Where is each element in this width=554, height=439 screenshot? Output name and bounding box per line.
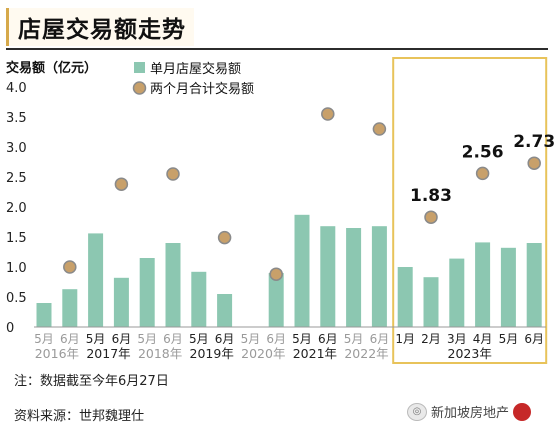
dot: [63, 260, 77, 274]
dot-data-label: 2.73: [513, 132, 554, 152]
dot: [424, 210, 438, 224]
x-group-label: 2019年: [190, 346, 234, 361]
bar: [62, 289, 78, 327]
x-tick-label: 5月: [86, 332, 106, 346]
y-tick-label: 1.5: [6, 231, 27, 246]
bar: [139, 258, 155, 327]
dot: [527, 156, 541, 170]
watermark-text: 新加坡房地产: [431, 406, 510, 421]
y-tick-label: 2.0: [6, 201, 27, 216]
chart: 交易额（亿元） 单月店屋交易额 两个月合计交易额 0 0.5 1.0 1.5 2.0 2.…: [6, 57, 554, 364]
bar: [397, 267, 413, 327]
y-tick-label: 0: [6, 321, 14, 336]
x-group-label: 2016年: [35, 346, 79, 361]
bar: [423, 277, 439, 327]
x-tick-label: 6月: [370, 332, 390, 346]
y-tick-label: 3.0: [6, 141, 27, 156]
legend: 单月店屋交易额 两个月合计交易额: [132, 61, 254, 97]
x-tick-label: 4月: [473, 332, 493, 346]
bar: [191, 271, 207, 327]
legend-dot-label: 两个月合计交易额: [150, 81, 254, 97]
bar: [371, 226, 387, 327]
y-axis-label: 交易额（亿元）: [6, 60, 97, 76]
dot: [321, 107, 335, 121]
legend-dot-swatch: [132, 81, 147, 95]
y-tick-label: 0.5: [6, 291, 27, 306]
title-block: 店屋交易额走势: [6, 8, 194, 46]
bar: [475, 242, 491, 327]
x-tick-label: 6月: [266, 332, 286, 346]
dot: [166, 167, 180, 181]
dot: [372, 122, 387, 136]
x-tick-label: 6月: [318, 332, 338, 346]
x-tick-label: 5月: [34, 332, 54, 346]
x-tick-label: 5月: [292, 332, 312, 346]
watermark: ◎ 新加坡房地产: [407, 402, 532, 421]
x-tick-label: 6月: [112, 332, 132, 346]
seal-icon: [513, 402, 532, 421]
wechat-icon: ◎: [407, 402, 427, 421]
legend-bar-swatch: [134, 62, 145, 73]
highlight-2023-box: [392, 57, 548, 364]
y-tick-label: 1.0: [6, 261, 27, 276]
dot: [269, 267, 283, 281]
bar: [500, 247, 516, 327]
bar: [88, 233, 104, 327]
bar: [346, 228, 362, 327]
y-tick-label: 3.5: [6, 111, 27, 126]
x-group-label: 2018年: [138, 346, 182, 361]
bar: [449, 258, 465, 327]
footnote: 注：数据截至今年6月27日: [14, 374, 169, 389]
dot: [217, 230, 232, 245]
y-tick-label: 4.0: [6, 81, 27, 96]
dot-series: 1.83 2.56 2.73: [63, 107, 554, 281]
x-tick-label: 5月: [499, 332, 519, 346]
x-tick-label: 6月: [215, 332, 235, 346]
bar-series: [36, 214, 542, 327]
x-group-label: 2023年: [448, 346, 492, 361]
title-divider: [6, 48, 548, 50]
x-group-label: 2021年: [293, 346, 337, 361]
y-axis-ticks: 0 0.5 1.0 1.5 2.0 2.5 3.0 3.5 4.0: [6, 81, 27, 336]
bar: [268, 273, 284, 327]
bar: [36, 303, 52, 327]
x-tick-label: 6月: [524, 332, 544, 346]
bar: [294, 214, 310, 327]
bar: [217, 294, 233, 327]
x-group-label: 2022年: [344, 346, 388, 361]
bar: [320, 226, 336, 327]
x-tick-label: 1月: [395, 332, 415, 346]
bar: [113, 277, 129, 327]
dot: [114, 177, 129, 191]
x-axis-year-groups: 2016年 2017年 2018年 2019年 2020年 2021年 2022年 2023年: [35, 346, 492, 361]
x-axis-ticks: 5月 6月 5月 6月 5月 6月 5月 6月 5月 6月 5月 6月 5月 6月 1月 2月 3月 4月 5月 6月: [34, 332, 544, 346]
x-tick-label: 2月: [421, 332, 441, 346]
x-tick-label: 5月: [344, 332, 364, 346]
source-note: 资料来源：世邦魏理仕: [14, 409, 145, 424]
x-tick-label: 3月: [447, 332, 467, 346]
y-tick-label: 2.5: [6, 171, 27, 186]
x-tick-label: 5月: [137, 332, 157, 346]
x-group-label: 2017年: [86, 346, 130, 361]
x-tick-label: 5月: [241, 332, 261, 346]
bar: [165, 243, 181, 327]
bar: [526, 243, 542, 327]
x-group-label: 2020年: [241, 346, 285, 361]
dot: [475, 166, 490, 181]
legend-bar-label: 单月店屋交易额: [150, 61, 241, 77]
x-tick-label: 6月: [163, 332, 183, 346]
dot-data-label: 2.56: [462, 142, 504, 162]
page-title: 店屋交易额走势: [18, 17, 186, 43]
x-tick-label: 5月: [189, 332, 209, 346]
dot-data-label: 1.83: [410, 186, 452, 206]
x-tick-label: 6月: [60, 332, 80, 346]
